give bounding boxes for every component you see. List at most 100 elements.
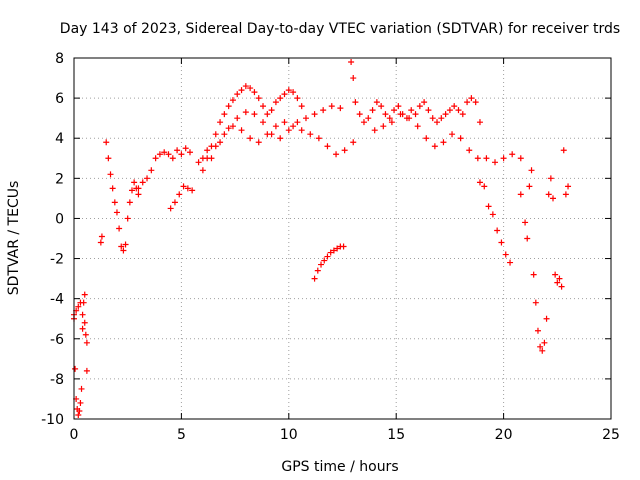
data-point — [229, 97, 236, 104]
data-point — [472, 99, 479, 106]
data-point — [251, 89, 258, 96]
data-point — [113, 209, 120, 216]
data-point — [272, 99, 279, 106]
data-point — [78, 385, 85, 392]
data-point — [498, 239, 505, 246]
data-point — [105, 155, 112, 162]
data-point — [229, 123, 236, 130]
data-point — [565, 183, 572, 190]
y-tick-label: -6 — [50, 332, 64, 348]
data-point — [199, 167, 206, 174]
series-afternoon — [371, 111, 524, 166]
data-point — [128, 187, 135, 194]
axis-ticks: 0 5 10 15 20 25 -10 -8 -6 -4 -2 0 2 4 6 8 — [41, 51, 620, 443]
data-point — [314, 267, 321, 274]
data-point — [126, 199, 133, 206]
data-point — [281, 91, 288, 98]
data-point — [186, 149, 193, 156]
data-point — [152, 155, 159, 162]
data-point — [156, 151, 163, 158]
data-point — [552, 271, 559, 278]
data-point — [204, 147, 211, 154]
x-tick-label: 5 — [177, 427, 186, 443]
data-point — [382, 111, 389, 118]
data-point — [307, 131, 314, 138]
data-point — [412, 111, 419, 118]
data-point — [176, 191, 183, 198]
data-point — [528, 167, 535, 174]
data-point — [380, 123, 387, 130]
data-points — [71, 59, 572, 418]
data-point — [442, 111, 449, 118]
data-point — [79, 325, 86, 332]
data-point — [341, 147, 348, 154]
x-tick-label: 10 — [280, 427, 298, 443]
y-tick-label: -4 — [50, 292, 64, 308]
data-point — [318, 261, 325, 268]
x-axis-label: GPS time / hours — [281, 459, 398, 475]
data-point — [327, 249, 334, 256]
data-point — [302, 115, 309, 122]
y-tick-label: 8 — [55, 51, 64, 67]
data-point — [537, 343, 544, 350]
data-point — [217, 139, 224, 146]
data-point — [135, 191, 142, 198]
data-point — [242, 109, 249, 116]
data-point — [494, 227, 501, 234]
data-point — [492, 159, 499, 166]
data-point — [247, 85, 254, 92]
data-point — [234, 91, 241, 98]
data-point — [414, 123, 421, 130]
data-point — [238, 87, 245, 94]
data-point — [558, 283, 565, 290]
data-point — [388, 119, 395, 126]
data-point — [251, 111, 258, 118]
data-point — [543, 315, 550, 322]
y-tick-label: -2 — [50, 252, 64, 268]
data-point — [272, 123, 279, 130]
data-point — [397, 111, 404, 118]
data-point — [434, 119, 441, 126]
data-point — [217, 119, 224, 126]
data-point — [539, 347, 546, 354]
data-point — [522, 219, 529, 226]
data-point — [517, 191, 524, 198]
data-point — [560, 147, 567, 154]
data-point — [83, 339, 90, 346]
series-early-upper — [71, 299, 90, 346]
data-point — [348, 59, 355, 66]
data-point — [260, 103, 267, 110]
data-point — [174, 147, 181, 154]
data-point — [148, 167, 155, 174]
data-point — [509, 151, 516, 158]
data-point — [294, 119, 301, 126]
data-point — [406, 115, 413, 122]
data-point — [334, 245, 341, 252]
data-point — [81, 319, 88, 326]
data-point — [255, 139, 262, 146]
data-point — [507, 259, 514, 266]
data-point — [120, 247, 127, 254]
data-point — [438, 115, 445, 122]
data-point — [530, 271, 537, 278]
data-point — [171, 199, 178, 206]
x-tick-label: 20 — [495, 427, 513, 443]
plot-frame — [73, 57, 612, 420]
data-point — [184, 185, 191, 192]
data-point — [423, 135, 430, 142]
data-point — [350, 75, 357, 82]
data-point — [500, 155, 507, 162]
x-tick-label: 0 — [70, 427, 79, 443]
series-evening-low — [476, 179, 514, 266]
data-point — [545, 191, 552, 198]
data-point — [476, 119, 483, 126]
data-point — [169, 155, 176, 162]
data-point — [352, 99, 359, 106]
data-point — [212, 143, 219, 150]
data-point — [449, 131, 456, 138]
y-tick-label: 6 — [55, 91, 64, 107]
data-point — [124, 215, 131, 222]
data-point — [466, 147, 473, 154]
y-tick-label: 0 — [55, 211, 64, 227]
